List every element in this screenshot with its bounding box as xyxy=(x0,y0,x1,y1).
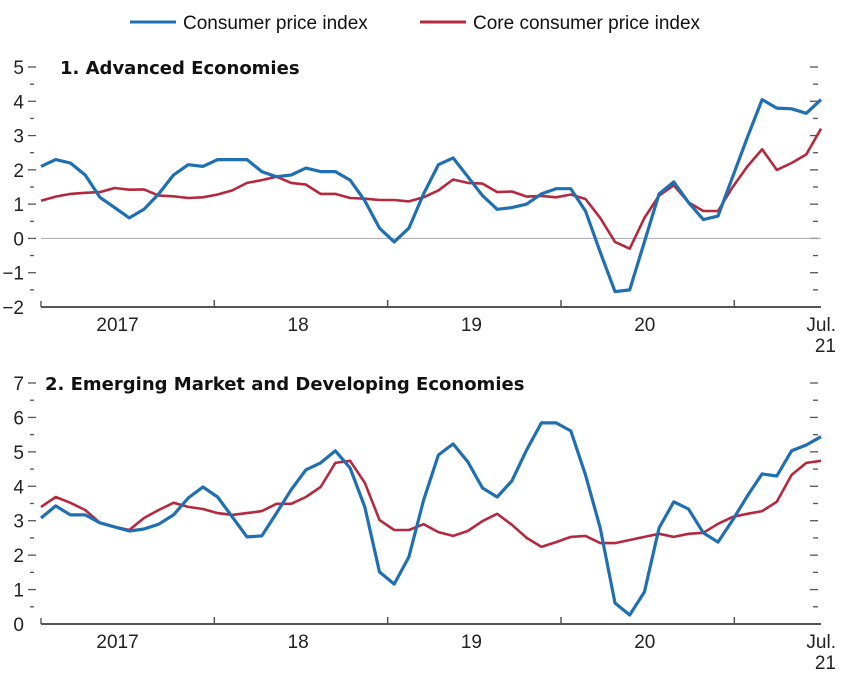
y-tick-label: 2 xyxy=(13,161,24,182)
series-line-core-cpi xyxy=(40,459,822,549)
series-line-core-cpi xyxy=(40,128,823,250)
x-tick-label: 20 xyxy=(634,632,655,653)
x-axis: 2017 18 19 20 Jul.21 xyxy=(41,617,836,674)
y-tick-label: 0 xyxy=(13,615,24,636)
panel-emerging-developing-economies: 2. Emerging Market and Developing Econom… xyxy=(13,374,836,674)
y-tick-label: 3 xyxy=(13,127,24,148)
y-tick-label: 4 xyxy=(13,92,24,113)
y-tick-label: 6 xyxy=(13,408,24,429)
y-tick-label: 5 xyxy=(13,443,24,464)
legend-label-core: Core consumer price index xyxy=(473,13,701,34)
y-axis: 7 6 5 4 3 2 1 0 xyxy=(13,374,818,636)
y-tick-label: 1 xyxy=(13,195,24,216)
x-tick-label: 18 xyxy=(288,315,309,336)
y-tick-label: 7 xyxy=(13,374,24,395)
series-line-cpi xyxy=(39,421,822,617)
y-tick-label: −1 xyxy=(2,264,24,285)
x-tick-label: 2017 xyxy=(96,632,138,653)
y-tick-label: 3 xyxy=(13,512,24,533)
y-tick-label: −2 xyxy=(2,298,24,319)
y-tick-label: 5 xyxy=(13,58,24,79)
x-tick-label: 19 xyxy=(461,632,482,653)
series-line-cpi xyxy=(40,97,823,294)
y-tick-label: 0 xyxy=(13,229,24,250)
x-tick-label: 21 xyxy=(815,653,836,674)
panel-title: 1. Advanced Economies xyxy=(60,58,300,79)
x-tick-label: Jul. xyxy=(806,315,836,336)
x-tick-label: 21 xyxy=(815,336,836,357)
legend-label-cpi: Consumer price index xyxy=(183,13,368,34)
x-tick-label: 18 xyxy=(288,632,309,653)
legend: Consumer price index Core consumer price… xyxy=(130,13,701,34)
y-tick-label: 4 xyxy=(13,477,24,498)
x-axis: 2017 18 19 20 Jul.21 xyxy=(41,300,836,357)
x-tick-label: Jul. xyxy=(806,632,836,653)
y-tick-label: 2 xyxy=(13,546,24,567)
panel-title: 2. Emerging Market and Developing Econom… xyxy=(45,374,524,395)
x-tick-label: 19 xyxy=(461,315,482,336)
x-tick-label: 20 xyxy=(634,315,655,336)
x-tick-label: 2017 xyxy=(96,315,138,336)
y-tick-label: 1 xyxy=(13,581,24,602)
